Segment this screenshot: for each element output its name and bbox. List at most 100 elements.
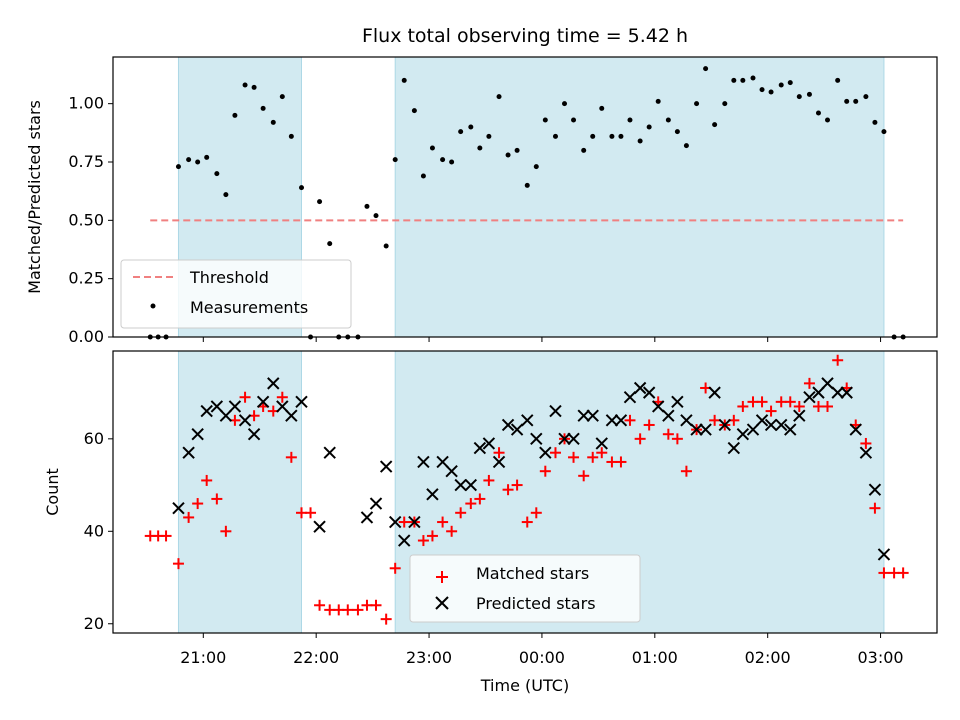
matched-star-point bbox=[192, 498, 204, 510]
x-tick-label: 00:00 bbox=[519, 648, 565, 667]
x-tick-label: 22:00 bbox=[293, 648, 339, 667]
measurement-point bbox=[214, 171, 220, 177]
predicted-star-point bbox=[238, 414, 252, 427]
predicted-star-point bbox=[408, 515, 421, 529]
predicted-star-point bbox=[775, 418, 788, 432]
predicted-star-point bbox=[868, 483, 882, 496]
predicted-star-point bbox=[877, 548, 891, 561]
matched-star-point bbox=[860, 437, 872, 449]
measurement-point bbox=[458, 129, 464, 135]
measurement-point bbox=[825, 117, 831, 123]
matched-star-point bbox=[803, 377, 815, 389]
measurement-point bbox=[401, 77, 407, 83]
measurement-point bbox=[373, 213, 379, 219]
measurement-point bbox=[288, 133, 294, 139]
legend-measurements-label: Measurements bbox=[190, 298, 308, 317]
x-tick-label: 03:00 bbox=[858, 648, 904, 667]
x-axis-label: Time (UTC) bbox=[480, 676, 569, 695]
predicted-star-point bbox=[510, 423, 524, 436]
predicted-star-point bbox=[267, 377, 280, 390]
measurement-point bbox=[759, 87, 765, 93]
predicted-star-point bbox=[605, 414, 619, 427]
matched-star-point bbox=[437, 516, 449, 528]
x-tick-label: 23:00 bbox=[406, 648, 452, 667]
bottom-y-tick-label: 60 bbox=[84, 429, 104, 448]
measurement-point bbox=[844, 98, 850, 104]
measurement-point bbox=[768, 89, 774, 95]
predicted-star-point bbox=[595, 437, 608, 450]
predicted-star-point bbox=[426, 488, 439, 501]
predicted-star-point bbox=[567, 432, 580, 446]
measurement-point bbox=[599, 105, 605, 111]
matched-star-point bbox=[446, 525, 458, 537]
matched-star-point bbox=[465, 498, 477, 510]
bottom-y-tick-label: 40 bbox=[84, 521, 104, 540]
measurement-point bbox=[317, 199, 323, 205]
predicted-star-point bbox=[614, 414, 628, 427]
matched-star-point bbox=[474, 493, 486, 505]
measurement-point bbox=[364, 203, 370, 209]
matched-star-point bbox=[756, 396, 768, 408]
matched-star-point bbox=[172, 558, 184, 570]
matched-star-point bbox=[869, 502, 881, 514]
matched-star-point bbox=[493, 447, 505, 459]
predicted-star-point bbox=[417, 455, 430, 469]
matched-star-point bbox=[596, 447, 608, 459]
measurement-point bbox=[796, 94, 802, 100]
predicted-star-point bbox=[633, 381, 647, 395]
predicted-star-point bbox=[313, 520, 326, 533]
measurement-point bbox=[712, 122, 718, 128]
predicted-star-point bbox=[840, 386, 853, 399]
legend-threshold-label: Threshold bbox=[189, 268, 269, 287]
matched-star-point bbox=[511, 479, 523, 491]
measurement-point bbox=[440, 157, 446, 163]
top-x-ticks bbox=[202, 337, 882, 342]
measurement-point bbox=[683, 143, 689, 149]
measurement-point bbox=[204, 154, 210, 160]
predicted-star-point bbox=[530, 432, 543, 446]
x-tick-label: 01:00 bbox=[632, 648, 678, 667]
predicted-star-point bbox=[764, 418, 778, 432]
matched-star-point bbox=[305, 507, 317, 519]
measurement-point bbox=[468, 124, 474, 130]
matched-star-point bbox=[568, 451, 580, 463]
matched-star-point bbox=[389, 562, 401, 574]
predicted-star-point bbox=[642, 386, 656, 399]
top-shaded-region-2 bbox=[394, 56, 885, 338]
measurement-point bbox=[242, 82, 248, 88]
legend-predicted-label: Predicted stars bbox=[476, 594, 596, 613]
x-tick-label: 02:00 bbox=[745, 648, 791, 667]
predicted-star-point bbox=[323, 446, 336, 459]
measurement-point bbox=[787, 80, 793, 86]
measurement-point bbox=[542, 117, 548, 123]
predicted-star-point bbox=[736, 428, 750, 441]
predicted-star-point bbox=[398, 534, 411, 547]
matched-star-point bbox=[549, 447, 561, 459]
predicted-star-point bbox=[256, 395, 270, 409]
matched-star-point bbox=[897, 567, 909, 579]
measurement-point bbox=[392, 157, 398, 163]
predicted-star-point bbox=[831, 386, 844, 399]
measurement-point bbox=[740, 77, 746, 83]
measurement-point bbox=[778, 82, 784, 88]
measurement-point bbox=[722, 101, 728, 107]
predicted-star-point bbox=[549, 404, 562, 418]
bottom-legend: Matched stars Predicted stars bbox=[409, 554, 641, 623]
matched-star-point bbox=[530, 507, 542, 519]
top-y-tick-label: 0.75 bbox=[68, 152, 104, 171]
matched-star-point bbox=[314, 599, 326, 611]
matched-star-point bbox=[662, 428, 674, 440]
matched-star-point bbox=[793, 400, 805, 412]
predicted-star-point bbox=[182, 446, 195, 459]
predicted-star-point bbox=[623, 391, 637, 404]
matched-star-point bbox=[483, 474, 495, 486]
measurement-point bbox=[496, 94, 502, 100]
predicted-star-point bbox=[379, 460, 393, 473]
matched-star-point bbox=[578, 470, 590, 482]
predicted-star-point bbox=[295, 395, 308, 409]
measurement-point bbox=[665, 117, 671, 123]
predicted-star-point bbox=[784, 423, 797, 436]
bottom-y-tick-label: 20 bbox=[84, 614, 104, 633]
measurement-point bbox=[175, 164, 181, 170]
top-legend: Threshold Measurements bbox=[120, 259, 352, 329]
